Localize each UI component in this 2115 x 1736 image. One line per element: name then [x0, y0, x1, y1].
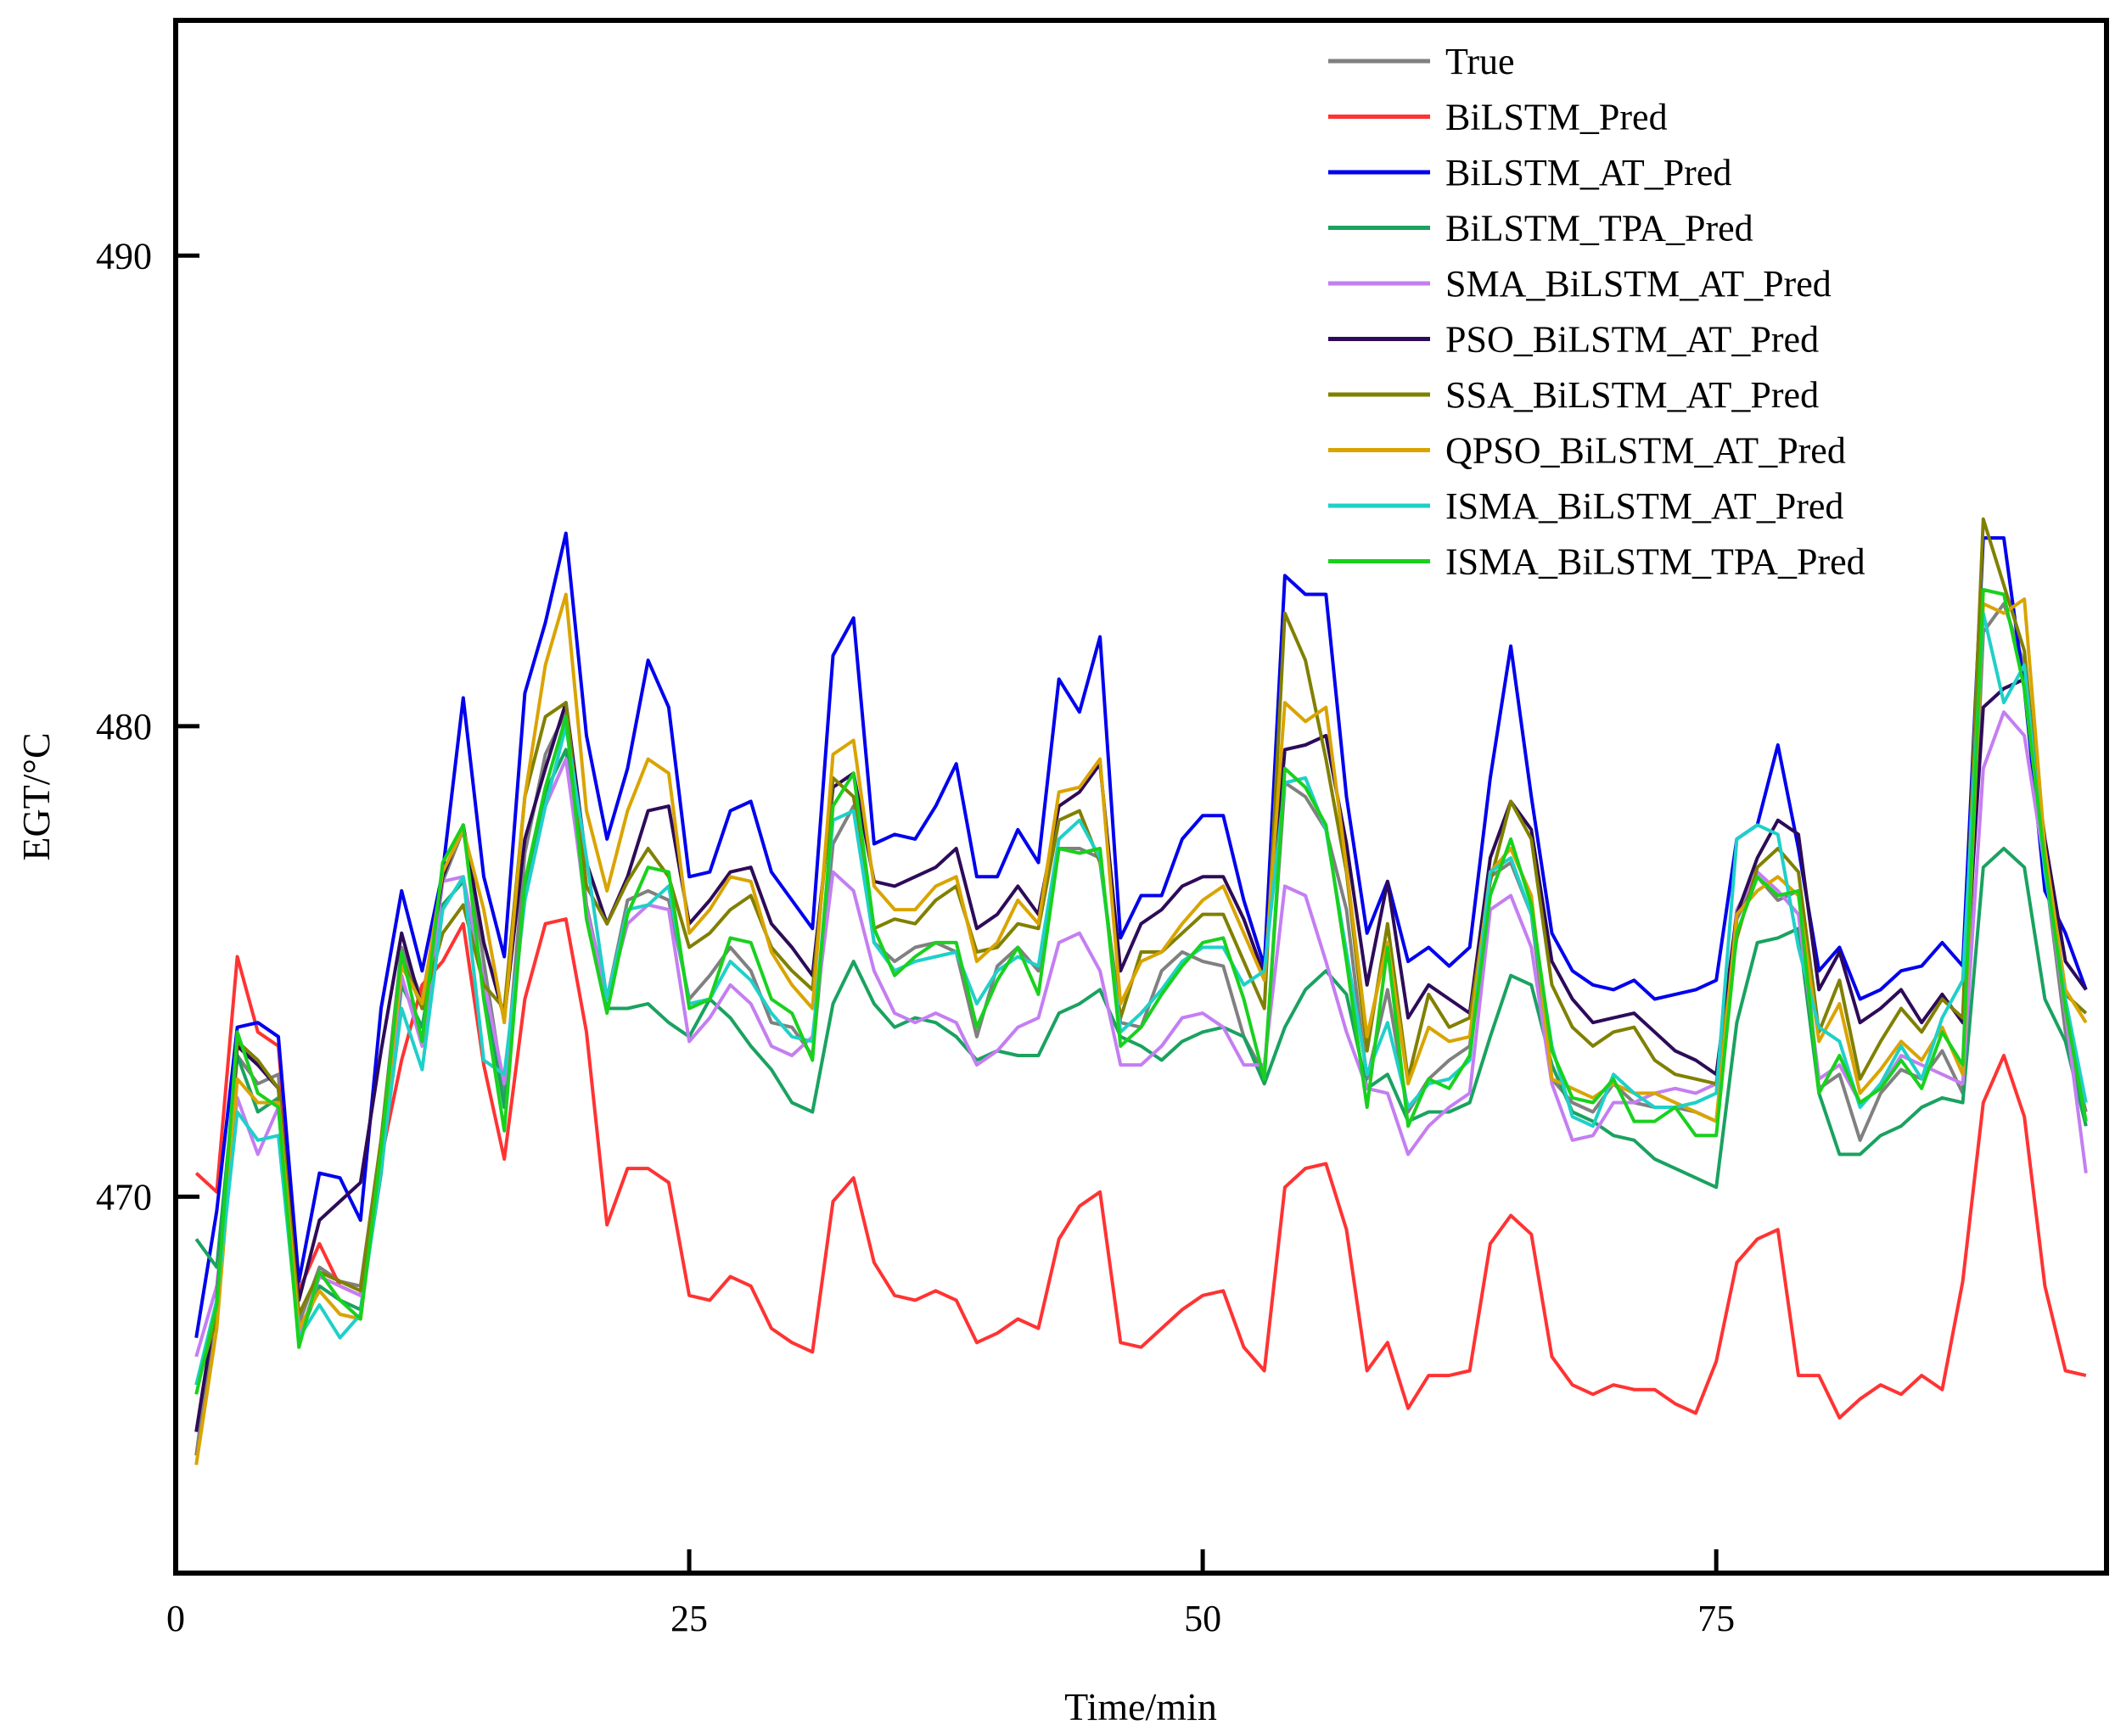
legend-label-9: ISMA_BiLSTM_TPA_Pred [1445, 541, 1865, 583]
x-tick-label: 25 [670, 1598, 708, 1639]
series-line-9 [194, 588, 2088, 1395]
legend-label-5: PSO_BiLSTM_AT_Pred [1445, 319, 1819, 361]
y-tick-label: 470 [96, 1176, 152, 1218]
legend-label-1: BiLSTM_Pred [1445, 97, 1668, 138]
x-tick-label: 50 [1184, 1598, 1221, 1639]
x-axis-title: Time/min [1064, 1685, 1217, 1728]
legend-label-7: QPSO_BiLSTM_AT_Pred [1445, 430, 1846, 472]
y-axis-title: EGT/°C [14, 732, 58, 860]
y-tick-label: 490 [96, 235, 152, 277]
series-layer [194, 517, 2088, 1465]
x-tick-label: 75 [1697, 1598, 1735, 1639]
legend-label-4: SMA_BiLSTM_AT_Pred [1445, 263, 1832, 305]
legend: True BiLSTM_Pred BiLSTM_AT_Pred BiLSTM_TPA_… [1328, 41, 1865, 583]
series-line-1 [194, 917, 2087, 1420]
series-line-8 [194, 611, 2088, 1386]
legend-label-8: ISMA_BiLSTM_AT_Pred [1445, 485, 1843, 527]
plot-frame [173, 18, 2109, 1576]
x-tick-label: 0 [166, 1598, 185, 1639]
tick-layer: 0 25 50 75 470 480 490 [96, 235, 1735, 1639]
legend-label-0: True [1445, 41, 1515, 82]
legend-label-6: SSA_BiLSTM_AT_Pred [1445, 374, 1819, 416]
series-line-2 [194, 531, 2088, 1339]
series-line-7 [194, 592, 2088, 1465]
legend-label-2: BiLSTM_AT_Pred [1445, 152, 1731, 193]
y-tick-label: 480 [96, 706, 152, 748]
legend-label-3: BiLSTM_TPA_Pred [1445, 208, 1753, 249]
